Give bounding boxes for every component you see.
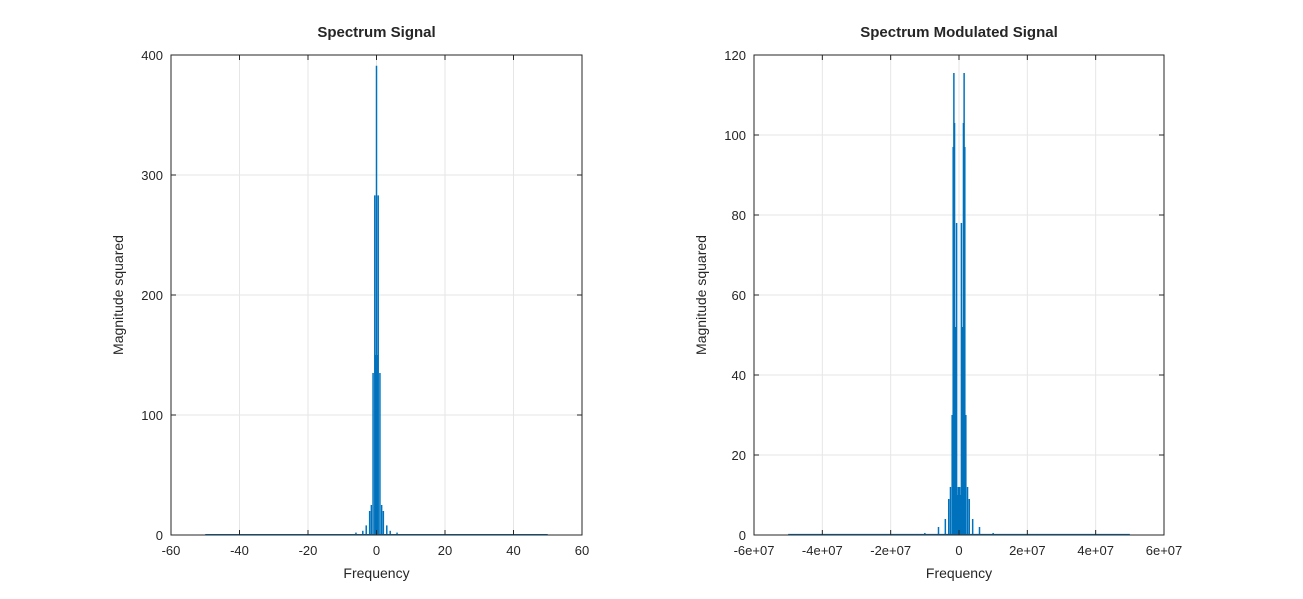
x-tick-label: 40 bbox=[506, 543, 520, 558]
ticks: -60 -40 -20 0 20 40 60 0 100 200 300 400 bbox=[141, 48, 589, 558]
y-tick-label: 80 bbox=[732, 208, 746, 223]
y-tick-label: 300 bbox=[141, 168, 163, 183]
chart-title: Spectrum Signal bbox=[317, 24, 435, 41]
x-tick-label: -40 bbox=[230, 543, 249, 558]
x-tick-label: 4e+07 bbox=[1077, 543, 1114, 558]
y-tick-label: 200 bbox=[141, 288, 163, 303]
y-tick-label: 120 bbox=[724, 48, 746, 63]
x-axis-label: Frequency bbox=[926, 565, 992, 581]
y-tick-label: 60 bbox=[732, 288, 746, 303]
y-axis-label: Magnitude squared bbox=[693, 235, 709, 355]
x-tick-label: -4e+07 bbox=[802, 543, 843, 558]
chart-spectrum-modulated-signal: -6e+07 -4e+07 -2e+07 0 2e+07 4e+07 6e+07 0 20 40 6… bbox=[693, 24, 1182, 581]
x-tick-label: 2e+07 bbox=[1009, 543, 1046, 558]
x-tick-label: 0 bbox=[955, 543, 962, 558]
y-tick-label: 100 bbox=[724, 128, 746, 143]
y-tick-label: 40 bbox=[732, 368, 746, 383]
x-tick-label: -20 bbox=[299, 543, 318, 558]
y-tick-label: 100 bbox=[141, 408, 163, 423]
x-tick-label: -60 bbox=[162, 543, 181, 558]
chart-title: Spectrum Modulated Signal bbox=[860, 24, 1058, 41]
y-tick-label: 20 bbox=[732, 448, 746, 463]
chart-spectrum-signal: -60 -40 -20 0 20 40 60 0 100 200 300 400 Spectrum S… bbox=[110, 24, 589, 581]
y-tick-label: 400 bbox=[141, 48, 163, 63]
y-axis-label: Magnitude squared bbox=[110, 235, 126, 355]
y-tick-label: 0 bbox=[156, 528, 163, 543]
series bbox=[204, 65, 549, 536]
ticks: -6e+07 -4e+07 -2e+07 0 2e+07 4e+07 6e+07 0 20 40 6… bbox=[724, 48, 1182, 558]
x-tick-label: 20 bbox=[438, 543, 452, 558]
y-tick-label: 0 bbox=[739, 528, 746, 543]
series bbox=[787, 73, 1131, 536]
x-axis-label: Frequency bbox=[343, 565, 409, 581]
x-tick-label: 60 bbox=[575, 543, 589, 558]
x-tick-label: 0 bbox=[373, 543, 380, 558]
x-tick-label: 6e+07 bbox=[1146, 543, 1183, 558]
x-tick-label: -2e+07 bbox=[870, 543, 911, 558]
x-tick-label: -6e+07 bbox=[734, 543, 775, 558]
